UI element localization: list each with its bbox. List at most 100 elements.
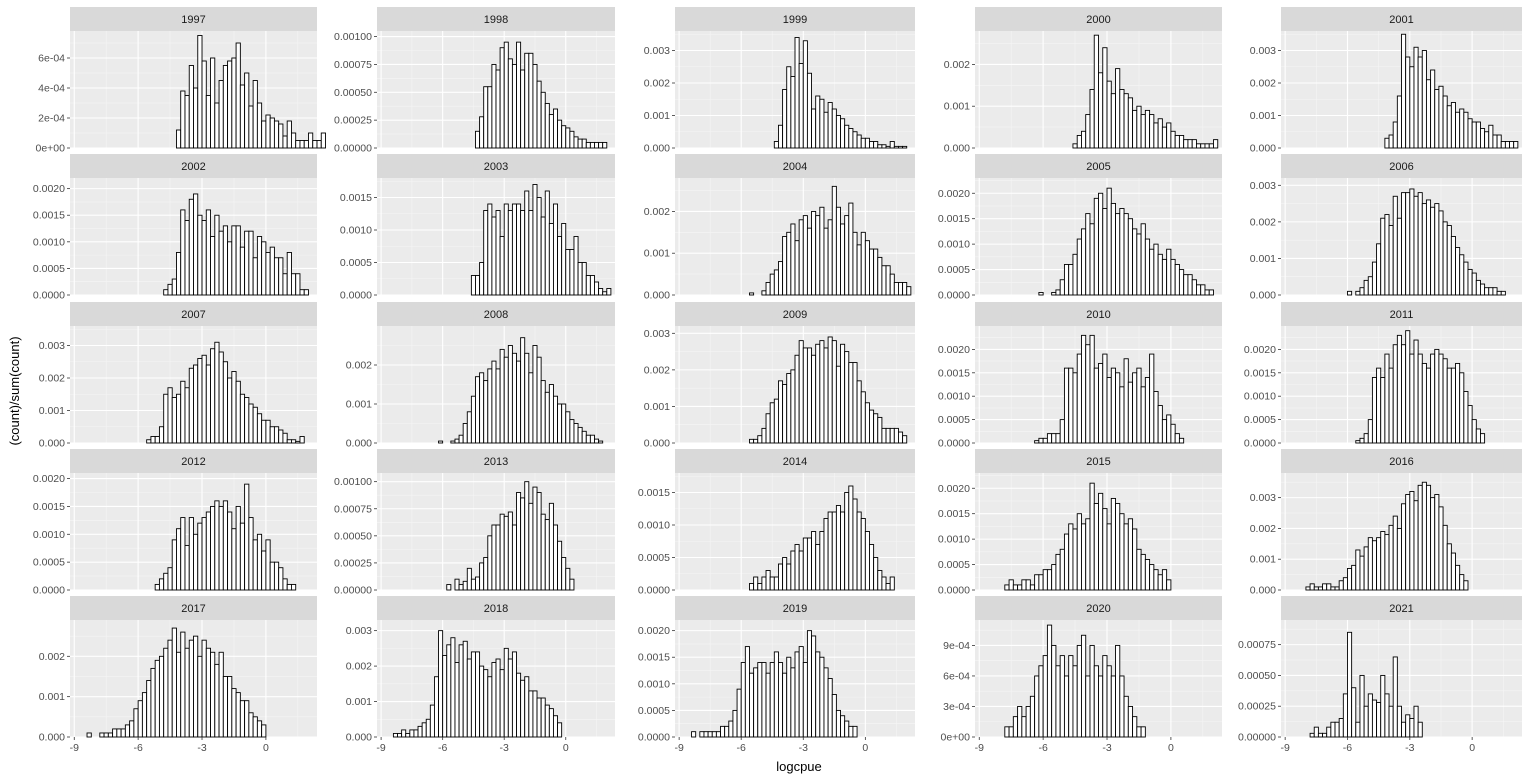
y-tick-label: 0.0010	[938, 239, 970, 251]
facet-strip-label: 2018	[484, 603, 508, 615]
histogram-bar	[316, 140, 322, 149]
histogram-bar	[1359, 674, 1365, 738]
histogram-bar	[116, 728, 122, 738]
histogram-bar	[585, 141, 591, 149]
histogram-bar	[1342, 693, 1348, 738]
histogram-bar	[782, 384, 788, 444]
histogram-bar	[524, 190, 530, 296]
histogram-bar	[269, 117, 275, 149]
histogram-bar	[1081, 130, 1087, 149]
histogram-bar	[1132, 528, 1138, 591]
histogram-bar	[150, 667, 156, 738]
histogram-bar	[524, 352, 530, 444]
histogram-bar	[201, 639, 207, 738]
histogram-bar	[392, 733, 398, 738]
histogram-bar	[1110, 675, 1116, 738]
histogram-bar	[176, 528, 182, 591]
y-tick-label: 0.002	[1250, 216, 1276, 228]
histogram-bar	[524, 676, 530, 738]
histogram-bar	[479, 665, 485, 738]
histogram-bar	[214, 500, 220, 591]
histogram-bar	[1417, 721, 1423, 738]
histogram-bar	[235, 505, 241, 591]
histogram-bar	[1034, 440, 1040, 444]
histogram-bar	[1492, 287, 1498, 296]
histogram-bar	[511, 352, 517, 444]
histogram-bar	[524, 481, 530, 591]
histogram-bar	[1012, 584, 1019, 591]
histogram-bar	[180, 380, 186, 444]
facet-strip	[975, 449, 1222, 473]
histogram-bar	[507, 210, 513, 296]
histogram-bar	[1166, 414, 1172, 444]
histogram-bar	[1055, 665, 1061, 738]
histogram-bar	[462, 423, 468, 444]
histogram-bar	[594, 141, 600, 149]
histogram-bar	[197, 35, 203, 149]
histogram-bar	[499, 669, 505, 738]
histogram-bar	[1132, 716, 1138, 738]
histogram-bar	[1401, 33, 1407, 149]
histogram-bar	[798, 219, 804, 296]
histogram-bar	[201, 60, 207, 149]
histogram-bar	[1085, 213, 1091, 296]
histogram-bar	[864, 240, 870, 296]
histogram-bar	[528, 210, 534, 296]
facet-strip	[377, 449, 615, 473]
histogram-bar	[782, 89, 788, 149]
facet-strip	[70, 7, 317, 31]
y-tick-label: 0.0005	[1244, 414, 1276, 426]
histogram-bar	[239, 700, 246, 738]
histogram-bar	[507, 345, 513, 444]
y-tick-label: 0.000	[39, 438, 65, 450]
y-tick-label: 0.000	[39, 732, 65, 744]
histogram-bar	[811, 531, 817, 591]
histogram-bar	[802, 662, 808, 738]
histogram-bar	[1102, 655, 1108, 738]
histogram-bar	[397, 733, 403, 738]
histogram-bar	[218, 230, 224, 296]
histogram-bar	[769, 662, 775, 738]
histogram-bar	[811, 108, 817, 149]
histogram-bar	[1396, 95, 1402, 149]
histogram-bar	[495, 69, 501, 149]
histogram-bar	[1085, 518, 1091, 591]
histogram-bar	[749, 438, 755, 444]
histogram-bar	[1488, 124, 1494, 149]
histogram-bar	[893, 282, 899, 296]
histogram-bar	[1089, 482, 1095, 591]
histogram-bar	[1355, 440, 1361, 444]
histogram-bar	[827, 219, 833, 296]
histogram-bar	[1098, 492, 1104, 591]
y-tick-label: 0.0010	[340, 225, 372, 237]
histogram-bar	[227, 377, 233, 444]
histogram-bar	[499, 348, 505, 444]
histogram-bar	[248, 712, 254, 738]
histogram-bar	[171, 627, 177, 738]
facet-panel: 2002 0.0000 0.0005 0.0010 0.0015 0.0020	[33, 154, 317, 302]
histogram-bar	[860, 231, 866, 296]
histogram-bar	[239, 84, 246, 149]
histogram-bar	[295, 140, 301, 149]
histogram-bar	[778, 662, 784, 738]
histogram-bar	[218, 351, 224, 444]
y-tick-label: 0.0005	[33, 557, 65, 569]
facet-strip	[70, 302, 317, 326]
histogram-bar	[320, 132, 326, 149]
histogram-bar	[1183, 139, 1189, 149]
histogram-bar	[1076, 135, 1082, 149]
histogram-bar	[401, 729, 407, 738]
histogram-bar	[1123, 213, 1129, 296]
histogram-bar	[773, 141, 779, 149]
histogram-bar	[1161, 569, 1168, 591]
histogram-bar	[806, 227, 812, 296]
histogram-bar	[1488, 287, 1494, 296]
histogram-bar	[214, 341, 220, 444]
histogram-bar	[1144, 238, 1151, 296]
histogram-bar	[1038, 665, 1044, 738]
histogram-bar	[1076, 513, 1082, 591]
histogram-bar	[450, 440, 456, 444]
x-tick-label: 0	[1469, 742, 1475, 754]
histogram-bar	[1029, 584, 1036, 591]
histogram-bar	[753, 438, 759, 444]
